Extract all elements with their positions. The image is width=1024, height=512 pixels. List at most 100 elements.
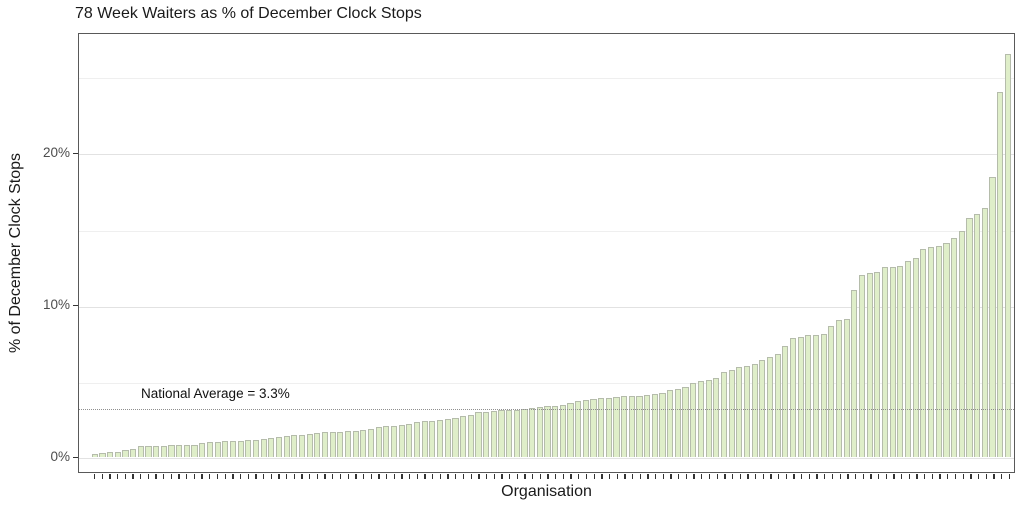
x-tick [513, 474, 521, 480]
bar [974, 213, 981, 457]
bar [659, 393, 666, 457]
gridline-minor-25 [79, 78, 1014, 79]
gridline-major-0 [79, 458, 1014, 459]
bar [951, 238, 958, 457]
x-tick [628, 474, 636, 480]
x-tick [321, 474, 329, 480]
x-tick [90, 474, 98, 480]
x-tick [490, 474, 498, 480]
bar [981, 207, 988, 457]
bar [367, 428, 375, 457]
x-tick [482, 474, 490, 480]
x-tick [559, 474, 567, 480]
bar [789, 338, 797, 457]
bar [413, 422, 421, 457]
bar [935, 245, 942, 457]
x-tick [113, 474, 121, 480]
x-tick [328, 474, 336, 480]
bar [191, 444, 198, 457]
x-tick [528, 474, 536, 480]
bar [314, 432, 321, 457]
bar [751, 364, 758, 457]
x-tick [720, 474, 728, 480]
bar [513, 409, 520, 457]
x-tick [966, 474, 974, 480]
bar [475, 412, 482, 457]
bar [743, 365, 751, 457]
y-tick-label-20: 20% [42, 145, 70, 160]
y-tick-label-0: 0% [50, 449, 70, 464]
y-tick-20 [73, 153, 78, 154]
bar [897, 265, 904, 457]
y-tick-10 [73, 305, 78, 306]
x-tick [859, 474, 867, 480]
x-tick [282, 474, 290, 480]
x-tick [221, 474, 229, 480]
bar [636, 395, 643, 457]
bar [268, 437, 275, 457]
x-tick [136, 474, 144, 480]
bar [160, 445, 167, 457]
x-tick [644, 474, 652, 480]
bar [598, 398, 605, 457]
x-tick [421, 474, 429, 480]
x-tick [144, 474, 152, 480]
bar [467, 414, 474, 457]
x-tick [828, 474, 836, 480]
x-tick [866, 474, 874, 480]
x-tick [336, 474, 344, 480]
bar [383, 426, 390, 457]
x-tick [259, 474, 267, 480]
bar [229, 440, 237, 457]
bar [567, 403, 574, 457]
bar [398, 424, 405, 457]
x-tick [674, 474, 682, 480]
x-tick [436, 474, 444, 480]
bar [275, 437, 283, 457]
bar [337, 431, 344, 457]
bar [927, 247, 935, 457]
x-tick [198, 474, 206, 480]
bar [91, 454, 98, 457]
gridline-major-10 [79, 307, 1014, 308]
bar [843, 318, 850, 457]
x-tick [182, 474, 190, 480]
bar [506, 409, 513, 457]
bar [774, 353, 781, 457]
bar [943, 242, 950, 457]
bar [651, 394, 658, 457]
bar [245, 439, 252, 457]
bar [452, 417, 459, 457]
gridline-major-20 [79, 154, 1014, 155]
x-tick [936, 474, 944, 480]
x-tick [290, 474, 298, 480]
x-tick [959, 474, 967, 480]
bar [153, 445, 160, 457]
bar [889, 267, 896, 457]
x-tick [782, 474, 790, 480]
x-tick [128, 474, 136, 480]
x-tick [843, 474, 851, 480]
bar [575, 401, 582, 457]
x-tick [605, 474, 613, 480]
bar [130, 448, 137, 457]
x-tick [574, 474, 582, 480]
bar [206, 441, 213, 457]
x-tick [167, 474, 175, 480]
bar [498, 410, 505, 457]
x-tick [98, 474, 106, 480]
x-tick [743, 474, 751, 480]
bar [360, 430, 367, 457]
x-tick [836, 474, 844, 480]
bar-series [91, 45, 1011, 457]
plot-panel: National Average = 3.3% [78, 33, 1015, 473]
bar [1004, 54, 1011, 457]
x-tick [659, 474, 667, 480]
x-tick [413, 474, 421, 480]
bar [490, 411, 497, 457]
bar [536, 407, 543, 457]
x-tick [105, 474, 113, 480]
x-tick [205, 474, 213, 480]
x-tick [213, 474, 221, 480]
